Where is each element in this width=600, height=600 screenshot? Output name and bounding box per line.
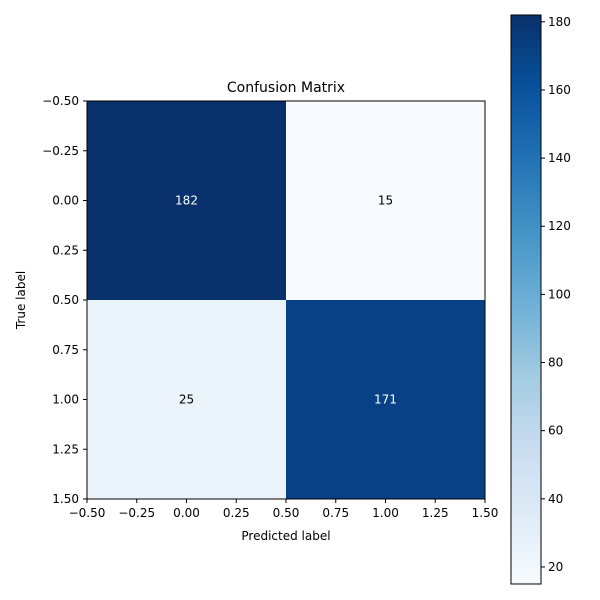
y-tick-label: 1.50 bbox=[52, 492, 79, 506]
colorbar-tick-label: 160 bbox=[548, 83, 571, 97]
heatmap-cell-1-1 bbox=[286, 300, 485, 499]
colorbar-tick-label: 140 bbox=[548, 151, 571, 165]
colorbar bbox=[510, 14, 542, 585]
x-tick-label: 0.75 bbox=[322, 506, 349, 520]
colorbar-tick-label: 180 bbox=[548, 15, 571, 29]
heatmap-cells bbox=[87, 101, 485, 499]
colorbar-ticks: 20 40 60 80 100 120 140 160 180 bbox=[541, 15, 571, 574]
colorbar-tick-label: 40 bbox=[548, 492, 563, 506]
cell-label-1-1: 171 bbox=[374, 393, 397, 407]
colorbar-tick-label: 100 bbox=[548, 287, 571, 301]
y-tick-label: 0.25 bbox=[52, 243, 79, 257]
x-tick-label: 1.00 bbox=[372, 506, 399, 520]
heatmap-cell-labels: 182 15 25 171 bbox=[175, 194, 397, 407]
colorbar-tick-label: 120 bbox=[548, 219, 571, 233]
y-tick-label: 0.00 bbox=[52, 194, 79, 208]
y-tick-label: 0.50 bbox=[52, 293, 79, 307]
x-tick-label: 1.25 bbox=[422, 506, 449, 520]
x-tick-label: 0.00 bbox=[173, 506, 200, 520]
y-tick-label: 1.00 bbox=[52, 393, 79, 407]
colorbar-tick-label: 80 bbox=[548, 356, 563, 370]
cell-label-0-0: 182 bbox=[175, 194, 198, 208]
y-tick-label: 0.75 bbox=[52, 343, 79, 357]
y-axis-label: True label bbox=[14, 271, 28, 330]
x-axis-ticks: −0.50 −0.25 0.00 0.25 0.50 0.75 1.00 1.25 1.50 bbox=[69, 499, 499, 520]
y-tick-label: −0.50 bbox=[42, 94, 79, 108]
x-axis-label: Predicted label bbox=[241, 529, 330, 543]
colorbar-tick-label: 60 bbox=[548, 424, 563, 438]
heatmap-cell-0-1 bbox=[286, 101, 485, 300]
colorbar-tick-label: 20 bbox=[548, 560, 563, 574]
cell-label-1-0: 25 bbox=[179, 393, 194, 407]
heatmap-cell-1-0 bbox=[87, 300, 286, 499]
x-tick-label: −0.50 bbox=[69, 506, 106, 520]
x-tick-label: −0.25 bbox=[118, 506, 155, 520]
cell-label-0-1: 15 bbox=[378, 194, 393, 208]
x-tick-label: 0.50 bbox=[273, 506, 300, 520]
chart-title: Confusion Matrix bbox=[227, 80, 345, 96]
x-tick-label: 1.50 bbox=[472, 506, 499, 520]
y-tick-label: 1.25 bbox=[52, 442, 79, 456]
y-axis-ticks: −0.50 −0.25 0.00 0.25 0.50 0.75 1.00 1.25 1.50 bbox=[42, 94, 87, 506]
heatmap-cell-0-0 bbox=[87, 101, 286, 300]
y-tick-label: −0.25 bbox=[42, 144, 79, 158]
x-tick-label: 0.25 bbox=[223, 506, 250, 520]
